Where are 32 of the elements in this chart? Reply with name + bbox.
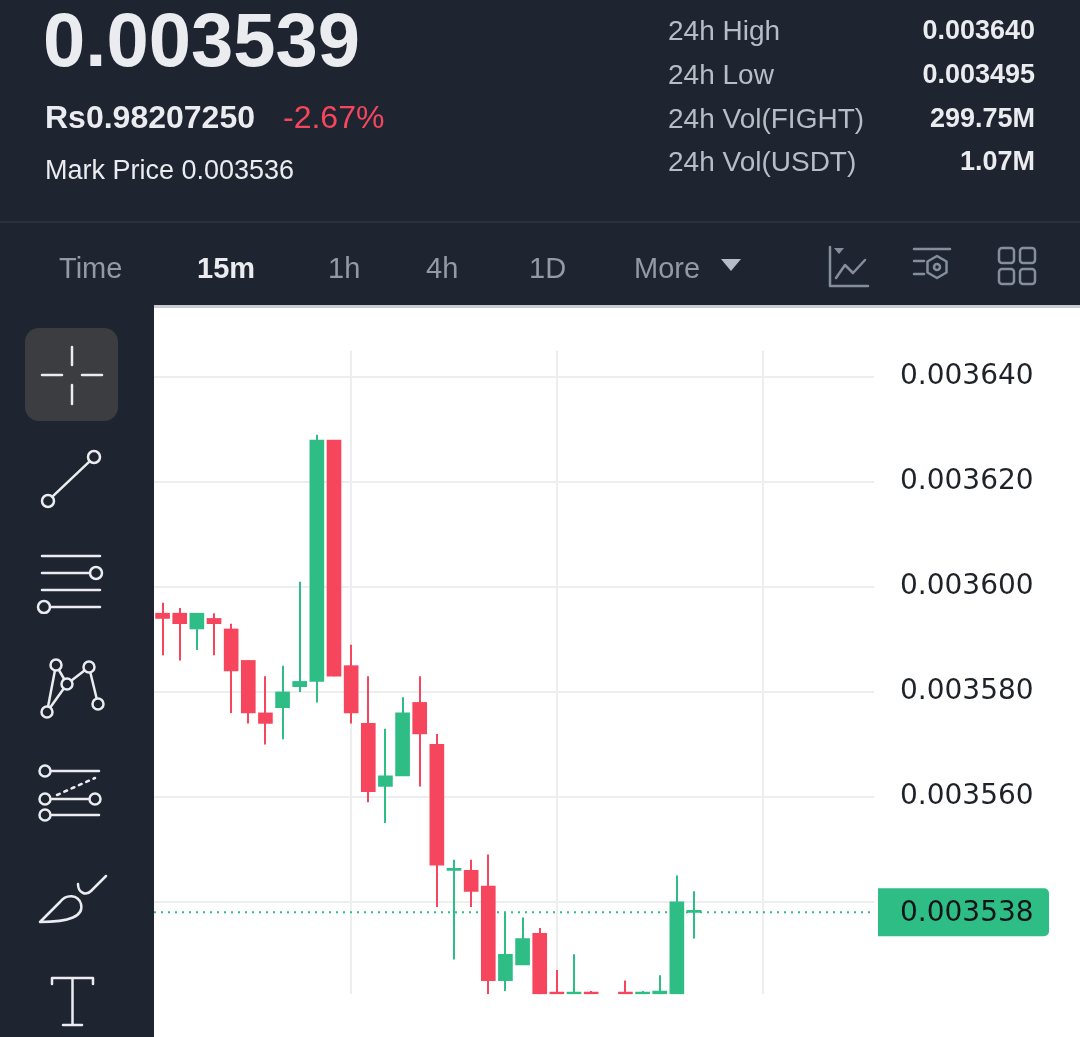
text: More bbox=[634, 252, 701, 284]
text: 1.07M bbox=[959, 146, 1035, 176]
candlestick bbox=[378, 727, 393, 825]
y-tick-label: 0.003620 bbox=[900, 463, 1034, 497]
text: Mark Price 0.003536 bbox=[45, 155, 295, 185]
chart-title: 0.003539 bbox=[43, 0, 360, 82]
candlestick bbox=[155, 601, 170, 657]
candlestick bbox=[292, 580, 308, 693]
text: -2.67% bbox=[283, 99, 385, 135]
text: 0.003495 bbox=[922, 59, 1035, 89]
y-tick-label: 0.003580 bbox=[900, 673, 1034, 707]
text: 24h High bbox=[668, 15, 781, 46]
text: 24h Low bbox=[668, 59, 774, 90]
candlestick bbox=[275, 664, 290, 741]
candlestick bbox=[463, 858, 479, 909]
y-tick-label: 0.003560 bbox=[900, 778, 1034, 812]
text: 4h bbox=[426, 252, 459, 284]
text: 15m bbox=[197, 252, 256, 284]
ref-line-label: 0.003538 bbox=[900, 894, 1034, 928]
candlestick bbox=[189, 612, 205, 651]
text: 24h Vol(FIGHT) bbox=[668, 103, 865, 134]
text: 24h Vol(USDT) bbox=[668, 146, 857, 177]
text: Rs0.98207250 bbox=[45, 99, 255, 135]
candlestick bbox=[172, 606, 188, 662]
y-tick-label: 0.003640 bbox=[900, 358, 1034, 392]
text: Time bbox=[59, 252, 123, 284]
y-tick-label: 0.003600 bbox=[900, 568, 1034, 602]
text: 1h bbox=[328, 252, 361, 284]
candlestick bbox=[258, 675, 273, 746]
text: 1D bbox=[529, 252, 567, 284]
text: 299.75M bbox=[929, 103, 1035, 133]
candlestick bbox=[206, 612, 222, 657]
